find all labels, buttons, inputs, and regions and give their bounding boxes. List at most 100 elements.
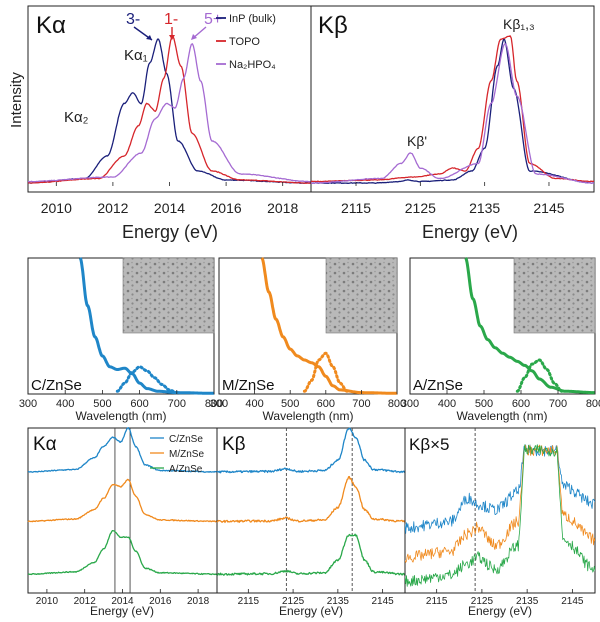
kb5-bottom-panel: Kβ×5 2115 2125 2135 2145 Energy (eV): [404, 427, 596, 618]
kb-bottom-tick-label: 2115: [238, 596, 260, 607]
ka-bottom-legend: C/ZnSe M/ZnSe A/ZnSe: [150, 434, 204, 475]
kb-prime-annotation: Kβ': [407, 133, 427, 149]
ka-top-plot-area: [27, 35, 312, 184]
kb5-bottom-tick-label: 2135: [516, 596, 539, 607]
legend-na2hpo4-label: Na₂HPO₄: [229, 59, 276, 71]
charge-1minus-label: 1-: [164, 11, 178, 28]
abs-a-x-ticks: 300 400 500 600 700 800: [401, 390, 600, 410]
kb-bottom-tick-label: 2145: [371, 596, 394, 607]
kb-top-tick-label: 2145: [533, 200, 564, 216]
arrow-1minus-head: [169, 35, 175, 40]
arrow-5plus-head: [191, 34, 197, 40]
abs-a-tick-label: 700: [549, 398, 567, 410]
kb5-bottom-tick-label: 2125: [471, 596, 494, 607]
abs-c-panel: C/ZnSe 300 400 500 600 700 800 Wavelength (nm…: [19, 257, 223, 423]
kb-bottom-tick-label: 2135: [327, 596, 350, 607]
abs-m-tick-label: 300: [210, 398, 228, 410]
kb-top-tick-label: 2115: [341, 200, 371, 216]
abs-c-tick-label: 400: [56, 398, 74, 410]
ka-top-tick-label: 2016: [211, 200, 242, 216]
ka-top-tick-label: 2018: [267, 200, 298, 216]
abs-m-x-axis-label: Wavelength (nm): [263, 409, 354, 423]
abs-c-tick-label: 500: [93, 398, 111, 410]
abs-c-x-ticks: 300 400 500 600 700 800: [19, 390, 223, 410]
kb-top-x-ticks: 2115 2125 2135 2145: [341, 182, 565, 216]
ka-top-tick-label: 2012: [97, 200, 128, 216]
kb-top-series-topo: [310, 35, 595, 183]
kb5-bottom-x-ticks: 2115 2125 2135 2145: [426, 589, 584, 607]
abs-m-tick-label: 600: [317, 398, 335, 410]
abs-m-plot-area: [260, 256, 398, 395]
kb-top-series-na-hpo-: [310, 43, 595, 184]
abs-c-tem-inset: [122, 257, 215, 334]
abs-a-series-absorbance: [464, 256, 596, 395]
kb-bottom-panel-label: Kβ: [222, 434, 246, 455]
ka-bottom-x-axis-label: Energy (eV): [90, 604, 154, 618]
kb-top-series-inp-bulk-: [310, 38, 595, 184]
ka-top-x-axis-label: Energy (eV): [122, 222, 218, 242]
ka-top-tick-label: 2010: [41, 200, 72, 216]
ka-top-x-ticks: 2010 2012 2014 2016 2018: [41, 182, 298, 216]
ka-bottom-tick-label: 2016: [149, 596, 172, 607]
abs-a-tick-label: 500: [475, 398, 493, 410]
abs-m-tem-inset: [325, 257, 398, 334]
ka-top-panel: Kα Intensity 2010 2012 2014 2016 2018 Energy…: [8, 5, 312, 242]
ka-bottom-tick-label: 2012: [74, 596, 97, 607]
abs-m-series-pl: [302, 351, 349, 393]
kb-bottom-series-c-znse: [216, 427, 406, 474]
kb-bottom-x-ticks: 2115 2125 2135 2145: [238, 589, 394, 607]
kb-bottom-panel: Kβ 2115 2125 2135 2145 Energy (eV): [216, 427, 406, 618]
ka-top-y-axis-label: Intensity: [8, 72, 25, 128]
kb-bottom-series-a-znse: [216, 533, 406, 576]
ka-top-panel-label: Kα: [36, 12, 66, 39]
kb-top-panel-label: Kβ: [318, 12, 348, 39]
ka-bottom-plot-area: [27, 427, 218, 593]
abs-c-x-axis-label: Wavelength (nm): [76, 409, 167, 423]
charge-3minus-label: 3-: [126, 11, 140, 28]
kb-bottom-plot-area: [216, 427, 406, 593]
kb5-bottom-series-a-znse: [405, 444, 595, 587]
abs-c-series-pl: [115, 365, 179, 395]
kb-top-x-axis-label: Energy (eV): [422, 222, 518, 242]
legend-topo-label: TOPO: [229, 36, 260, 48]
kb13-annotation: Kβ₁,₃: [503, 16, 535, 32]
kb5-bottom-frame: [404, 427, 596, 594]
kb-top-panel: Kβ 2115 2125 2135 2145 Energy (eV) Kβ₁,₃ Kβ…: [310, 5, 595, 242]
abs-a-panel: A/ZnSe 300 400 500 600 700 800 Wavelength (nm…: [401, 256, 600, 423]
kb5-bottom-series-m-znse: [405, 444, 595, 563]
kb-top-tick-label: 2135: [469, 200, 500, 216]
kb-bottom-tick-label: 2125: [282, 596, 305, 607]
abs-a-tem-inset: [513, 257, 596, 334]
ka-top-frame: [27, 5, 312, 193]
ka1-annotation: Kα₁: [124, 47, 148, 64]
abs-c-series-absorbance: [78, 257, 215, 395]
abs-c-tick-label: 700: [168, 398, 186, 410]
ka-top-legend: InP (bulk) TOPO Na₂HPO₄: [216, 13, 276, 71]
legend-inp-label: InP (bulk): [229, 13, 276, 25]
kb-top-tick-label: 2125: [405, 200, 436, 216]
ka-bottom-tick-label: 2018: [187, 596, 210, 607]
ka-top-tick-label: 2014: [154, 200, 185, 216]
kb5-bottom-plot-area: [405, 428, 595, 593]
kb5-bottom-series-c-znse: [405, 444, 595, 534]
abs-c-tick-label: 600: [130, 398, 148, 410]
abs-m-sample-label: M/ZnSe: [222, 377, 275, 394]
ka-bottom-x-ticks: 2010 2012 2014 2016 2018: [36, 589, 210, 607]
abs-m-x-ticks: 300 400 500 600 700 800: [210, 390, 406, 410]
kb-bottom-series-m-znse: [217, 475, 406, 524]
abs-a-series-pl: [515, 358, 564, 393]
ka-top-series-na-hpo-: [27, 43, 312, 183]
abs-a-x-axis-label: Wavelength (nm): [457, 409, 548, 423]
abs-a-plot-area: [464, 256, 596, 395]
abs-m-tick-label: 400: [245, 398, 263, 410]
abs-m-panel: M/ZnSe 300 400 500 600 700 800 Wavelength (nm…: [210, 256, 406, 423]
abs-c-tick-label: 300: [19, 398, 37, 410]
ka-bottom-tick-label: 2010: [36, 596, 59, 607]
kb5-bottom-tick-label: 2115: [426, 596, 448, 607]
legend-c-znse-label: C/ZnSe: [169, 434, 203, 445]
legend-m-znse-label: M/ZnSe: [169, 449, 204, 460]
ka-bottom-tick-label: 2014: [111, 596, 134, 607]
kb-top-frame: [310, 5, 595, 193]
kb-bottom-x-axis-label: Energy (eV): [279, 604, 343, 618]
